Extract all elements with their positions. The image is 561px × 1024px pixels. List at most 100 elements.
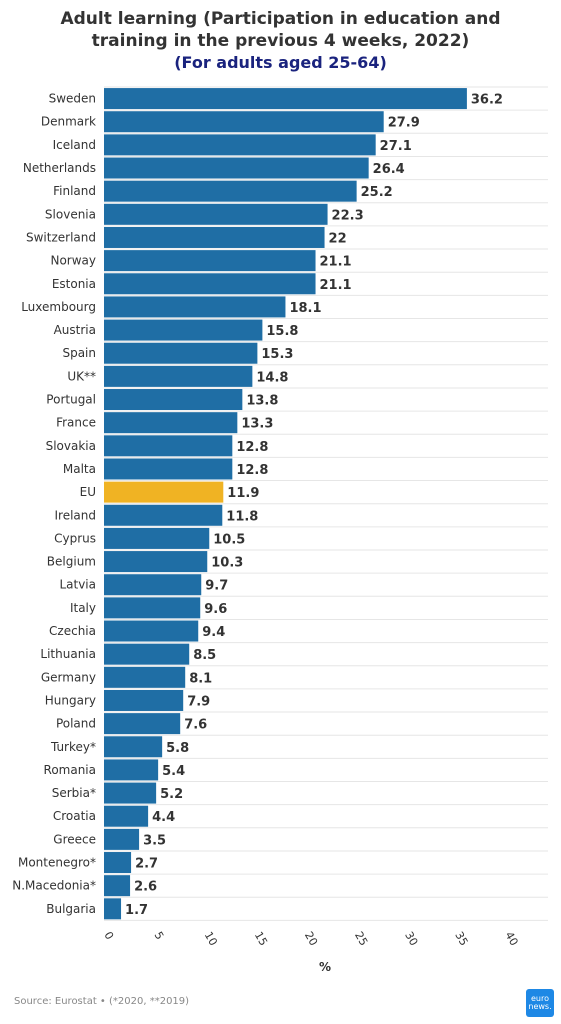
value-label: 15.3 [261, 347, 293, 362]
chart-header: Adult learning (Participation in educati… [0, 8, 561, 74]
value-label: 10.5 [213, 532, 245, 547]
value-label: 5.8 [166, 741, 189, 756]
value-label: 22 [329, 231, 347, 246]
chart-title: Adult learning (Participation in educati… [60, 9, 501, 51]
value-label: 11.8 [226, 509, 258, 524]
category-label: Malta [63, 462, 96, 476]
category-label: Italy [70, 601, 96, 615]
source-note: Source: Eurostat • (*2020, **2019) [14, 996, 190, 1007]
bar [104, 342, 258, 364]
bar [104, 643, 190, 665]
category-label: Montenegro* [18, 856, 96, 870]
category-label: Czechia [49, 624, 96, 638]
value-label: 2.7 [135, 857, 158, 872]
category-label: Netherlands [23, 161, 96, 175]
value-label: 2.6 [134, 880, 157, 895]
x-tick-label: 40 [502, 929, 520, 948]
category-label: Greece [53, 832, 96, 846]
category-label: Spain [62, 346, 96, 360]
bar [104, 713, 181, 735]
category-label: Austria [54, 323, 96, 337]
category-label: Germany [41, 670, 96, 684]
value-label: 25.2 [361, 185, 393, 200]
category-label: Latvia [59, 578, 96, 592]
category-label: Ireland [54, 508, 96, 522]
value-label: 27.1 [380, 139, 412, 154]
category-label: Serbia* [52, 786, 96, 800]
category-label: UK** [67, 369, 96, 383]
bar-chart: Sweden 36.2 Denmark 27.9 Iceland 27.1 Netherla… [12, 86, 548, 974]
logo-text-line2: news. [528, 1002, 552, 1011]
bar [104, 736, 163, 758]
category-label: Luxembourg [21, 300, 96, 314]
bar [104, 296, 286, 318]
value-label: 21.1 [320, 255, 352, 270]
bar [104, 435, 233, 457]
value-label: 27.9 [388, 116, 420, 131]
category-label: Bulgaria [46, 902, 96, 916]
bar [104, 365, 253, 387]
value-label: 1.7 [125, 903, 148, 918]
bar [104, 620, 199, 642]
bar [104, 875, 131, 897]
bar [104, 203, 328, 225]
bar [104, 458, 233, 480]
category-label: Norway [50, 254, 96, 268]
value-label: 12.8 [236, 463, 268, 478]
bar [104, 226, 325, 248]
value-label: 21.1 [320, 278, 352, 293]
x-tick-label: 15 [252, 929, 270, 948]
x-tick-label: 5 [152, 929, 167, 942]
category-label: Finland [53, 184, 96, 198]
category-label: Romania [44, 763, 96, 777]
category-label: Portugal [46, 393, 96, 407]
bar [104, 157, 369, 179]
category-label: Poland [56, 717, 96, 731]
value-label: 11.9 [227, 486, 259, 501]
value-label: 4.4 [152, 810, 175, 825]
bar [104, 180, 357, 202]
bar [104, 134, 376, 156]
x-tick-label: 25 [352, 929, 370, 948]
bar [104, 88, 467, 110]
value-label: 10.3 [211, 556, 243, 571]
value-label: 7.6 [184, 718, 207, 733]
bar [104, 689, 184, 711]
bar [104, 250, 316, 272]
bar [104, 273, 316, 295]
bar [104, 527, 210, 549]
bar [104, 319, 263, 341]
x-tick-label: 20 [302, 929, 320, 948]
euronews-logo: euro news. [526, 989, 554, 1017]
value-label: 13.3 [241, 417, 273, 432]
bar [104, 574, 202, 596]
bar [104, 504, 223, 526]
value-label: 15.8 [266, 324, 298, 339]
category-label: N.Macedonia* [12, 879, 96, 893]
category-label: Iceland [53, 138, 96, 152]
x-tick-label: 35 [452, 929, 470, 948]
category-label: Slovenia [45, 207, 96, 221]
category-label: Switzerland [26, 230, 96, 244]
bar [104, 782, 157, 804]
value-label: 3.5 [143, 833, 166, 848]
category-label: Turkey* [50, 740, 96, 754]
value-label: 7.9 [187, 694, 210, 709]
category-label: Sweden [49, 92, 96, 106]
x-tick-label: 0 [101, 929, 116, 942]
bar [104, 481, 224, 503]
category-label: Belgium [47, 555, 96, 569]
value-label: 22.3 [332, 208, 364, 223]
bar [104, 898, 122, 920]
category-label: EU [80, 485, 96, 499]
x-tick-label: 10 [202, 929, 220, 948]
category-label: Cyprus [54, 531, 96, 545]
category-label: Hungary [45, 693, 96, 707]
x-axis-title: % [319, 960, 331, 974]
category-label: Denmark [41, 115, 96, 129]
chart-subtitle: (For adults aged 25-64) [174, 53, 387, 72]
x-tick-label: 30 [402, 929, 420, 948]
value-label: 9.7 [205, 579, 228, 594]
bar [104, 852, 132, 874]
category-label: Croatia [53, 809, 96, 823]
